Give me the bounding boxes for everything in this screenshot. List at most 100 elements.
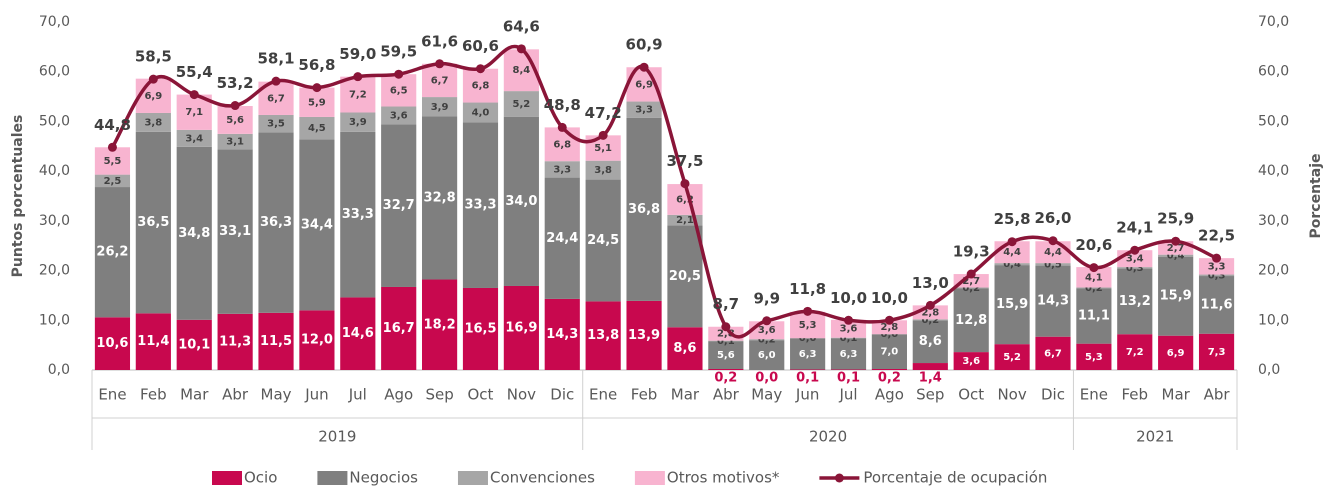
x-tick-label: Nov (997, 386, 1026, 404)
bar-segment (1076, 267, 1112, 288)
data-label: 0,0 (799, 333, 817, 344)
data-label: 5,9 (308, 97, 326, 108)
line-marker (230, 101, 240, 111)
data-label: 0,2 (714, 371, 737, 386)
x-tick-label: Ago (875, 386, 904, 404)
line-label: 10,0 (830, 289, 867, 307)
group-label: 2021 (1136, 428, 1174, 446)
bar-segment (994, 344, 1030, 370)
bar-segment (462, 68, 499, 103)
y-tick-label: 30,0 (39, 213, 70, 229)
line-label: 47,2 (585, 104, 622, 122)
data-label: 15,9 (1160, 289, 1192, 304)
data-label: 16,5 (464, 321, 496, 336)
bar-segment (667, 327, 703, 370)
data-label: 5,6 (717, 350, 735, 361)
x-tick-label: Mar (1162, 386, 1191, 404)
bar-segment (1076, 287, 1112, 289)
bar-segment (462, 122, 499, 288)
x-tick-label: Abr (713, 386, 740, 404)
bar-segment (871, 369, 907, 370)
y-tick-label: 20,0 (39, 263, 70, 279)
data-label: 0,1 (796, 371, 819, 386)
bar-segment (1198, 276, 1235, 334)
x-tick-label: Jun (304, 386, 328, 404)
line-marker (639, 62, 649, 72)
bar-segment (258, 132, 294, 313)
bar-segment (830, 319, 867, 338)
data-label: 8,6 (919, 334, 942, 349)
bar-segment (667, 214, 703, 226)
bar-segment (299, 87, 335, 117)
x-tick-label: Oct (958, 386, 984, 404)
data-label: 0,1 (837, 371, 860, 386)
line-marker (680, 179, 690, 189)
y2-tick-label: 70,0 (1258, 14, 1289, 30)
bar-segment (953, 352, 989, 370)
bar-segment (94, 174, 131, 188)
x-tick-label: Mar (180, 386, 209, 404)
y-tick-label: 40,0 (39, 163, 70, 179)
legend-marker (834, 473, 844, 483)
data-label: 14,6 (342, 326, 374, 341)
x-tick-label: Nov (507, 386, 536, 404)
bar-segment (790, 311, 826, 339)
x-tick-label: Jun (795, 386, 819, 404)
y-tick-label: 50,0 (39, 113, 70, 129)
line-label: 58,5 (135, 48, 172, 66)
bar-segment (381, 124, 417, 287)
y-axis-title: Puntos porcentuales (10, 115, 26, 278)
data-label: 3,6 (840, 324, 858, 335)
data-label: 33,1 (219, 224, 251, 239)
data-label: 0,0 (881, 329, 899, 340)
data-label: 3,8 (594, 165, 612, 176)
data-label: 16,9 (505, 320, 537, 335)
data-label: 6,9 (635, 79, 653, 90)
legend-swatch (457, 471, 488, 485)
bar-segment (217, 106, 253, 134)
data-label: 12,8 (955, 313, 987, 328)
data-label: 24,5 (587, 233, 619, 248)
bar-segment (994, 263, 1030, 266)
data-label: 7,1 (185, 107, 203, 118)
bar-segment (94, 147, 131, 175)
bar-segment (94, 317, 131, 370)
bar-segment (340, 112, 376, 132)
legend-swatch (212, 471, 242, 485)
bar-segment (708, 341, 744, 370)
data-label: 2,8 (717, 329, 735, 340)
bar-segment (135, 78, 171, 113)
line-label: 55,4 (176, 63, 213, 81)
line-label: 37,5 (666, 152, 703, 170)
data-label: 2,8 (881, 322, 899, 333)
data-label: 2,5 (104, 176, 122, 187)
data-label: 14,3 (1037, 294, 1069, 309)
bar-segment (912, 319, 948, 321)
bar-segment (381, 286, 417, 370)
bar-segment (422, 279, 458, 370)
bar-segment (503, 49, 539, 92)
bar-segment (503, 116, 539, 286)
data-label: 2,7 (1167, 243, 1185, 254)
bar-segment (830, 338, 867, 370)
group-label: 2020 (809, 428, 847, 446)
bar-segment (422, 63, 458, 98)
data-label: 3,6 (390, 110, 408, 121)
bar-segment (1076, 343, 1112, 370)
bar-segment (544, 127, 580, 162)
x-tick-label: Ene (1080, 386, 1108, 404)
data-label: 8,6 (673, 341, 696, 356)
bar-segment (749, 340, 785, 370)
bar-segment (503, 91, 539, 117)
line-label: 64,6 (503, 17, 540, 35)
x-tick-label: Dic (550, 386, 574, 404)
bar-segment (135, 131, 171, 314)
group-label: 2019 (318, 428, 356, 446)
line-marker (1212, 253, 1222, 263)
data-label: 34,8 (178, 226, 210, 241)
data-label: 5,3 (1085, 352, 1103, 363)
line-label: 13,0 (912, 274, 949, 292)
bar-segment (708, 369, 744, 370)
data-label: 6,8 (553, 139, 571, 150)
line-label: 53,2 (217, 74, 254, 92)
